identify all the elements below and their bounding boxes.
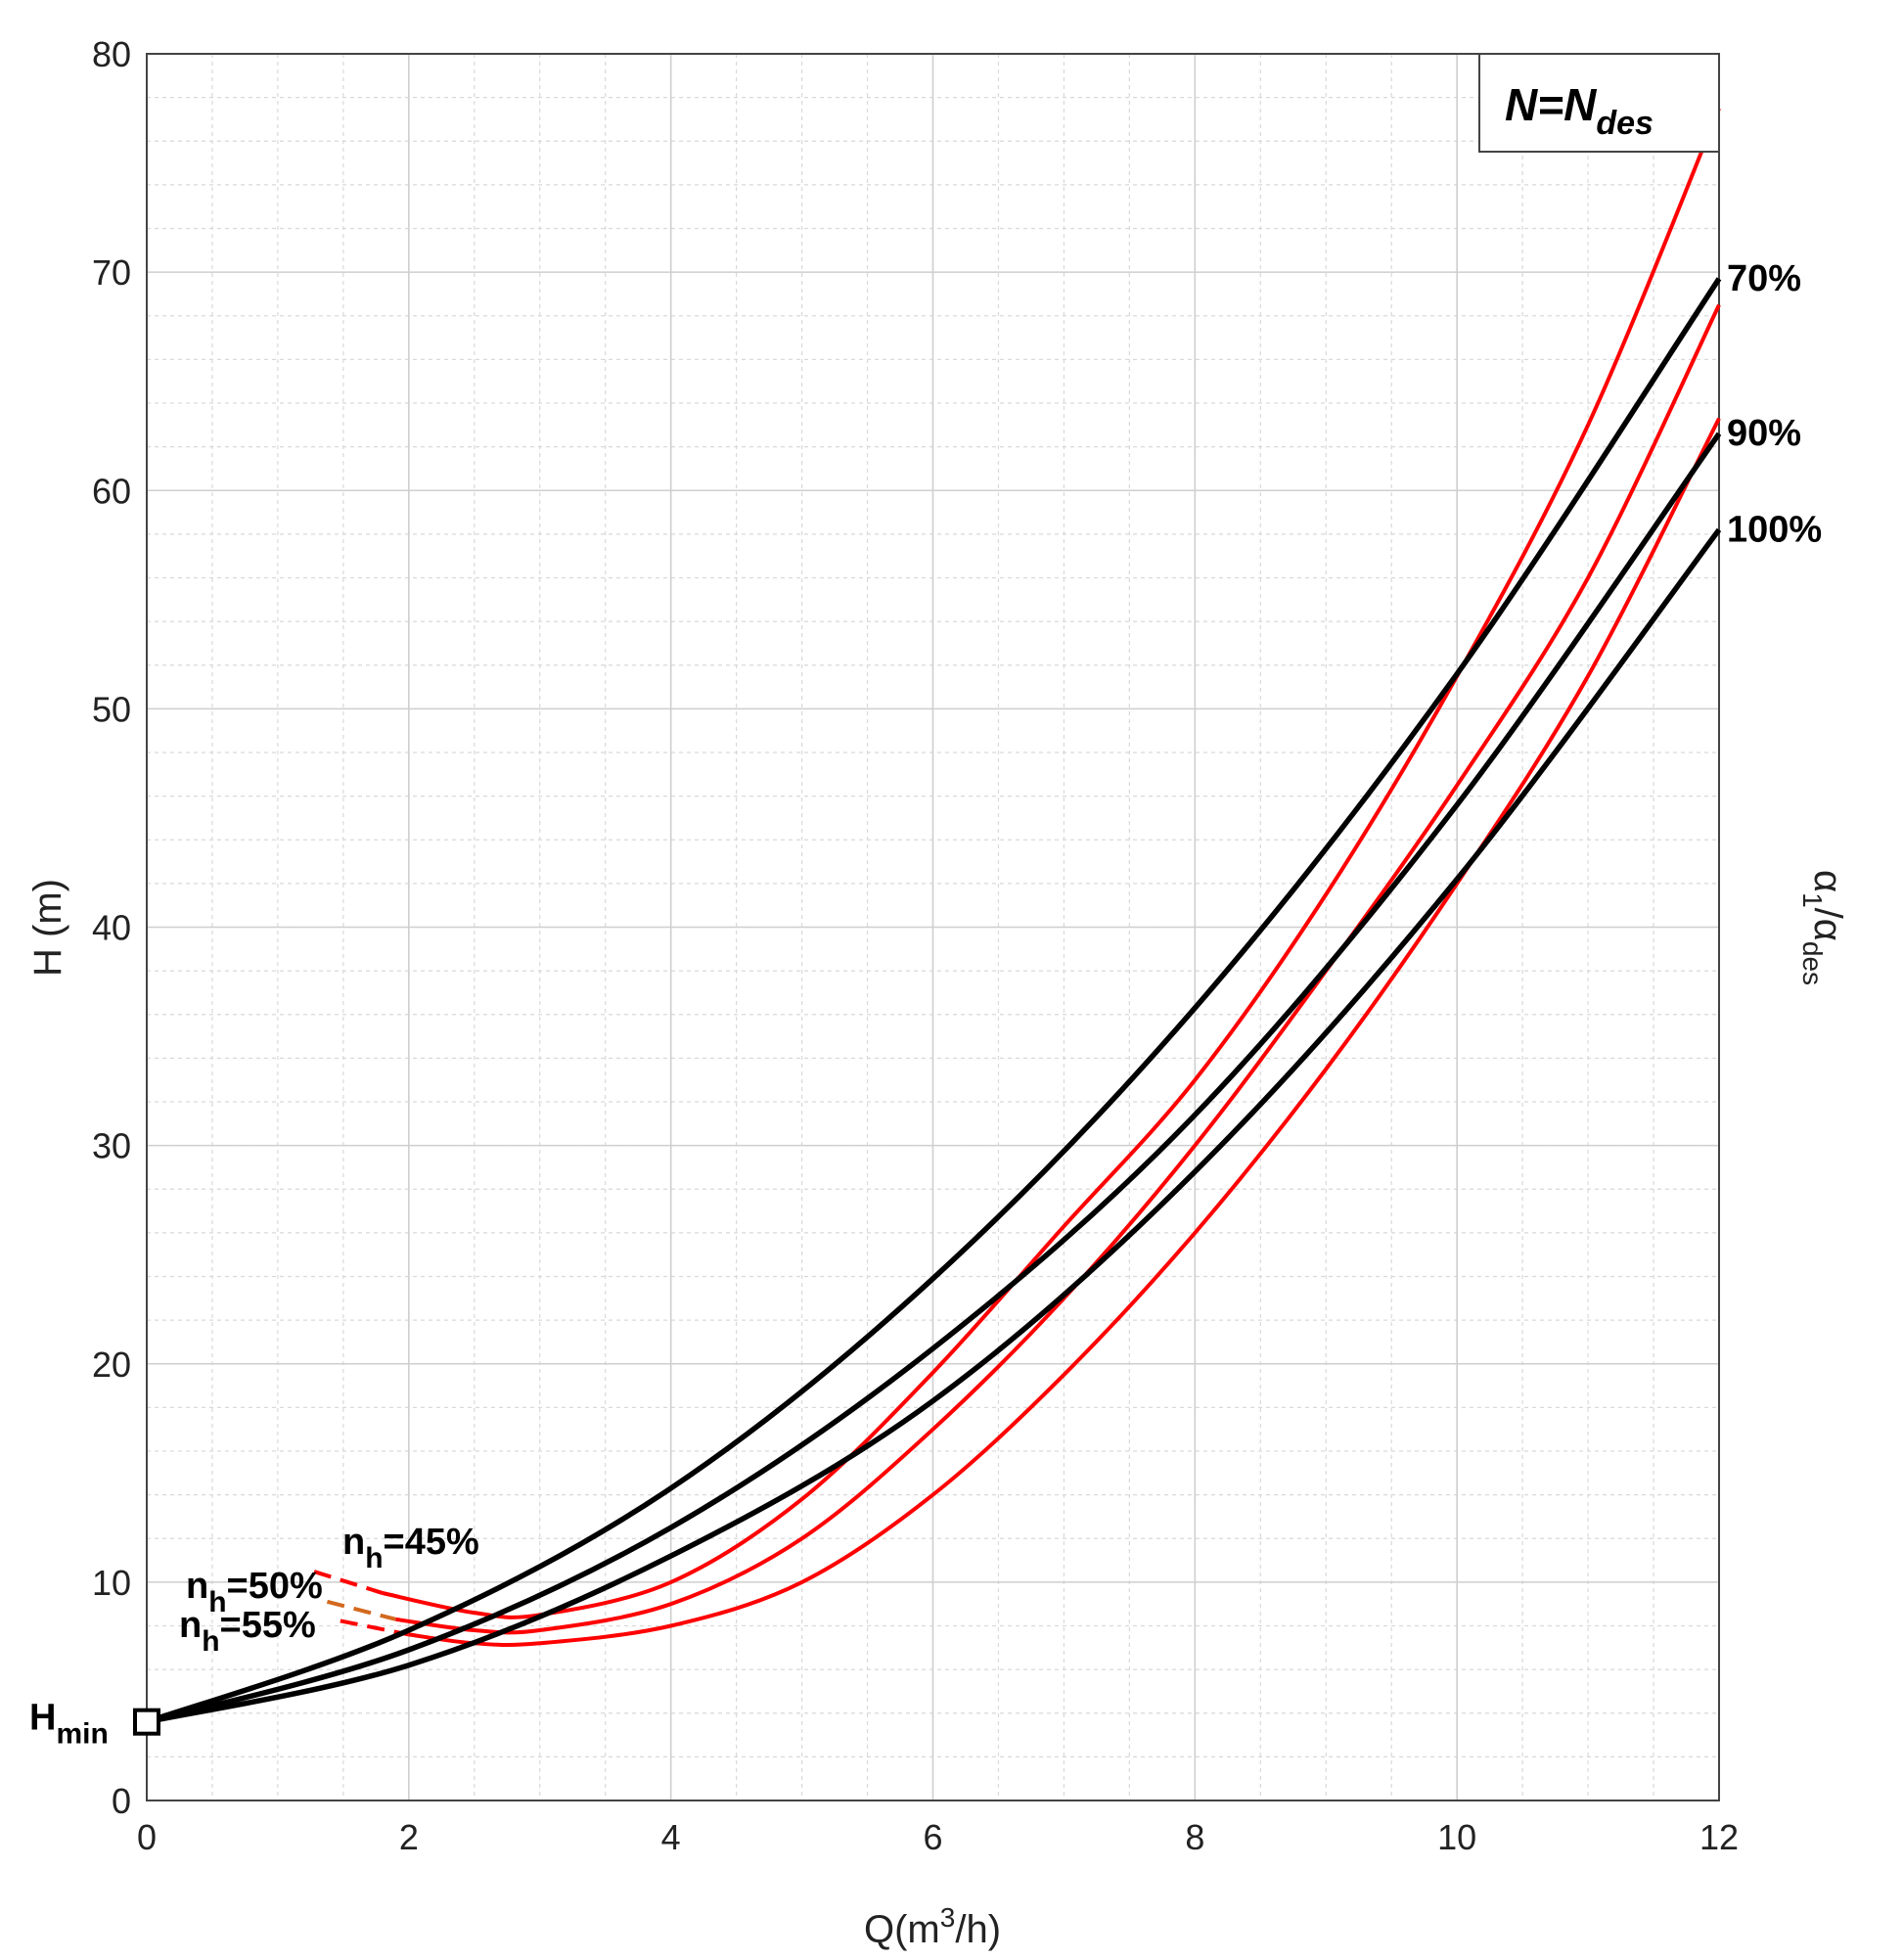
y-tick-label: 50 [92,689,131,729]
y-tick-label: 20 [92,1345,131,1385]
efficiency-curve-label: nh=50% [186,1566,323,1618]
x-axis-label-sup: 3 [940,1902,956,1933]
right-label-sub2: des [1797,941,1828,985]
efficiency-leader [326,1599,396,1621]
x-tick-label: 2 [399,1817,419,1857]
y-tick-label: 80 [92,34,131,74]
legend-sub: des [1596,105,1654,142]
y-tick-label: 40 [92,908,131,948]
x-axis-label: Q(m3/h) [864,1902,1001,1951]
curves [133,108,1722,1736]
efficiency-label-value: =55% [220,1605,316,1646]
legend: N=Ndes [1505,79,1654,142]
system-curve-label: 70% [1727,258,1801,299]
y-tick-label: 30 [92,1126,131,1166]
y-axis-label: H (m) [26,879,69,977]
y-axis-ticks: 0 10 20 30 40 50 60 70 80 [92,34,131,1821]
efficiency-label-sub: h [208,1586,226,1618]
system-curve-label: 100% [1727,509,1822,550]
h-min-marker [133,1708,160,1736]
x-tick-label: 10 [1437,1817,1476,1857]
efficiency-label-sub: h [202,1625,219,1658]
efficiency-label-n: n [186,1566,208,1607]
x-tick-label: 0 [137,1817,157,1857]
x-axis-label-base: Q(m [864,1908,940,1951]
right-label-mid: /α [1806,908,1849,941]
x-tick-label: 6 [923,1817,942,1857]
h-min-label-sub: min [56,1718,108,1751]
y-tick-label: 60 [92,471,131,511]
system-curve-label: 90% [1727,413,1801,454]
x-tick-label: 8 [1185,1817,1204,1857]
h-min-label: Hmin [29,1698,109,1751]
x-axis-ticks: 0 2 4 6 8 10 12 [137,1817,1739,1857]
y-tick-label: 70 [92,252,131,293]
efficiency-label-n: n [342,1522,365,1563]
efficiency-label-value: =45% [384,1522,479,1563]
efficiency-curve-label: nh=45% [342,1522,479,1574]
h-min-label-base: H [29,1698,56,1739]
right-label-sub1: 1 [1797,892,1828,908]
legend-box [1478,53,1720,153]
efficiency-curve [408,417,1721,1648]
legend-main: N=N [1505,79,1597,130]
efficiency-label-sub: h [365,1542,383,1574]
efficiency-label-value: =50% [227,1566,323,1607]
x-tick-label: 12 [1699,1817,1739,1857]
right-axis-label: α1/αdes [1797,870,1849,985]
efficiency-leader [313,1570,384,1595]
x-axis-label-tail: /h) [955,1908,1001,1951]
y-tick-label: 10 [92,1563,131,1603]
efficiency-curve-label: nh=55% [179,1605,316,1658]
efficiency-curve [382,108,1721,1619]
system-curve [146,277,1722,1725]
right-label-base: α [1806,870,1849,892]
y-tick-label: 0 [112,1781,131,1821]
system-curve [146,432,1722,1725]
curve-labels: 70%90%100%nh=45%nh=50%nh=55%Hmin [29,258,1822,1751]
x-tick-label: 4 [661,1817,681,1857]
system-curve [146,527,1722,1725]
efficiency-label-n: n [179,1605,202,1646]
plot-frame [146,53,1720,1801]
